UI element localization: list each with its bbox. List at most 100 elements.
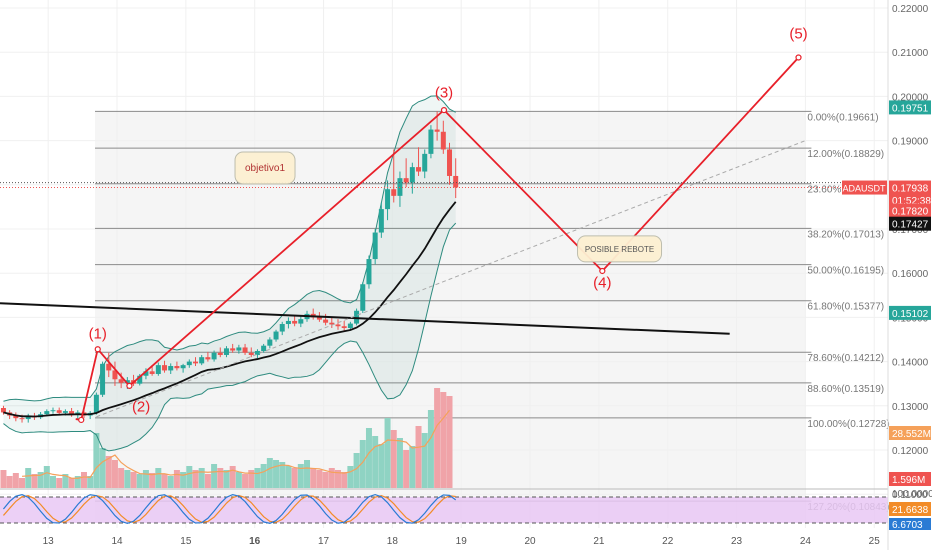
wave-label: (3) [435, 85, 453, 102]
price-tick-label: 0.11000 [892, 490, 928, 501]
candle-body [279, 324, 285, 332]
time-tick-label: 14 [111, 536, 123, 547]
candle-body [192, 361, 198, 364]
volume-bar [192, 470, 199, 488]
price-tick-label: 0.19000 [892, 137, 929, 148]
volume-bar [130, 472, 137, 488]
candle-body [205, 357, 211, 360]
candle-body [248, 352, 254, 355]
volume-bar [93, 433, 100, 488]
candle-body [223, 348, 229, 355]
candle-body [440, 131, 446, 150]
fib-label: 78.60%(0.14212) [807, 353, 884, 364]
time-tick-label: 23 [731, 536, 743, 547]
trendline [0, 302, 730, 335]
candle-body [124, 380, 130, 383]
candle-body [13, 415, 19, 419]
volume-bar [353, 453, 360, 488]
annotation-label: objetivo1 [245, 163, 285, 174]
candle-body [298, 319, 304, 324]
candle-body [118, 379, 124, 383]
volume-bar [440, 392, 447, 488]
time-tick-label: 13 [43, 536, 55, 547]
time-tick-label: 15 [180, 536, 192, 547]
volume-bar [62, 474, 69, 488]
volume-bar [99, 448, 106, 488]
volume-bar [378, 444, 385, 488]
volume-bar [328, 468, 335, 488]
candle-body [211, 352, 217, 360]
candle-body [360, 284, 366, 311]
candle-body [106, 363, 112, 371]
price-badge [889, 216, 931, 231]
time-tick-label: 25 [869, 536, 881, 547]
candle-body [372, 232, 378, 260]
volume-min-badge [889, 472, 931, 486]
candle-body [434, 129, 440, 132]
volume-bar [434, 388, 441, 488]
volume-bar [217, 468, 224, 488]
volume-bar [248, 470, 255, 488]
price-badge [889, 180, 931, 195]
candle-body [174, 366, 180, 369]
symbol-badge-label: ADAUSDT [842, 184, 886, 194]
wave-point [599, 267, 606, 275]
volume-bar [111, 460, 118, 488]
candle-body [378, 209, 384, 233]
candle-body [155, 365, 161, 374]
volume-ma-line [21, 409, 450, 479]
candle-body [447, 149, 453, 176]
candle-body [50, 410, 56, 412]
time-tick-label: 19 [456, 536, 468, 547]
candle-body [19, 418, 25, 420]
fib-label: 38.20%(0.17013) [807, 229, 884, 240]
price-badge-label: 0.15102 [892, 309, 929, 320]
volume-bar [186, 466, 193, 488]
time-tick-label: 24 [800, 536, 812, 547]
stoch-band [0, 497, 888, 523]
volume-bar [31, 474, 38, 488]
volume-bar [347, 466, 354, 488]
candle-body [347, 323, 353, 329]
candle-body [25, 416, 31, 420]
volume-bar [384, 418, 391, 488]
volume-bar [223, 470, 230, 488]
price-badge [889, 100, 931, 115]
volume-bar [359, 440, 366, 488]
candle-body [199, 357, 205, 364]
wave-label: (4) [593, 274, 611, 291]
candle-body [0, 408, 6, 413]
volume-bar [68, 478, 75, 488]
time-tick-label: 21 [593, 536, 605, 547]
volume-bar [25, 468, 32, 488]
candle-body [422, 153, 428, 172]
price-badge-label: 0.19751 [892, 103, 929, 114]
volume-bar [365, 428, 372, 488]
candle-body [428, 129, 434, 154]
candle-body [44, 411, 50, 415]
time-tick-label: 18 [387, 536, 399, 547]
candle-body [285, 320, 291, 325]
volume-bar [372, 436, 379, 488]
volume-bar [279, 462, 286, 488]
candle-body [180, 365, 186, 369]
bollinger-upper [3, 95, 456, 402]
volume-bar [80, 472, 87, 488]
volume-bar [142, 470, 149, 488]
projection-dashed-line [96, 140, 806, 418]
candle-body [217, 352, 223, 355]
volume-bar [273, 460, 280, 488]
volume-bar [297, 464, 304, 488]
volume-bar [254, 468, 261, 488]
volume-bar [341, 472, 348, 488]
volume-bar [198, 468, 205, 488]
candle-body [93, 394, 99, 413]
candle-body [273, 331, 279, 340]
candle-body [329, 322, 335, 325]
candle-body [186, 361, 192, 366]
candle-body [409, 167, 415, 183]
candle-body [385, 189, 391, 210]
symbol-badge [842, 180, 887, 195]
